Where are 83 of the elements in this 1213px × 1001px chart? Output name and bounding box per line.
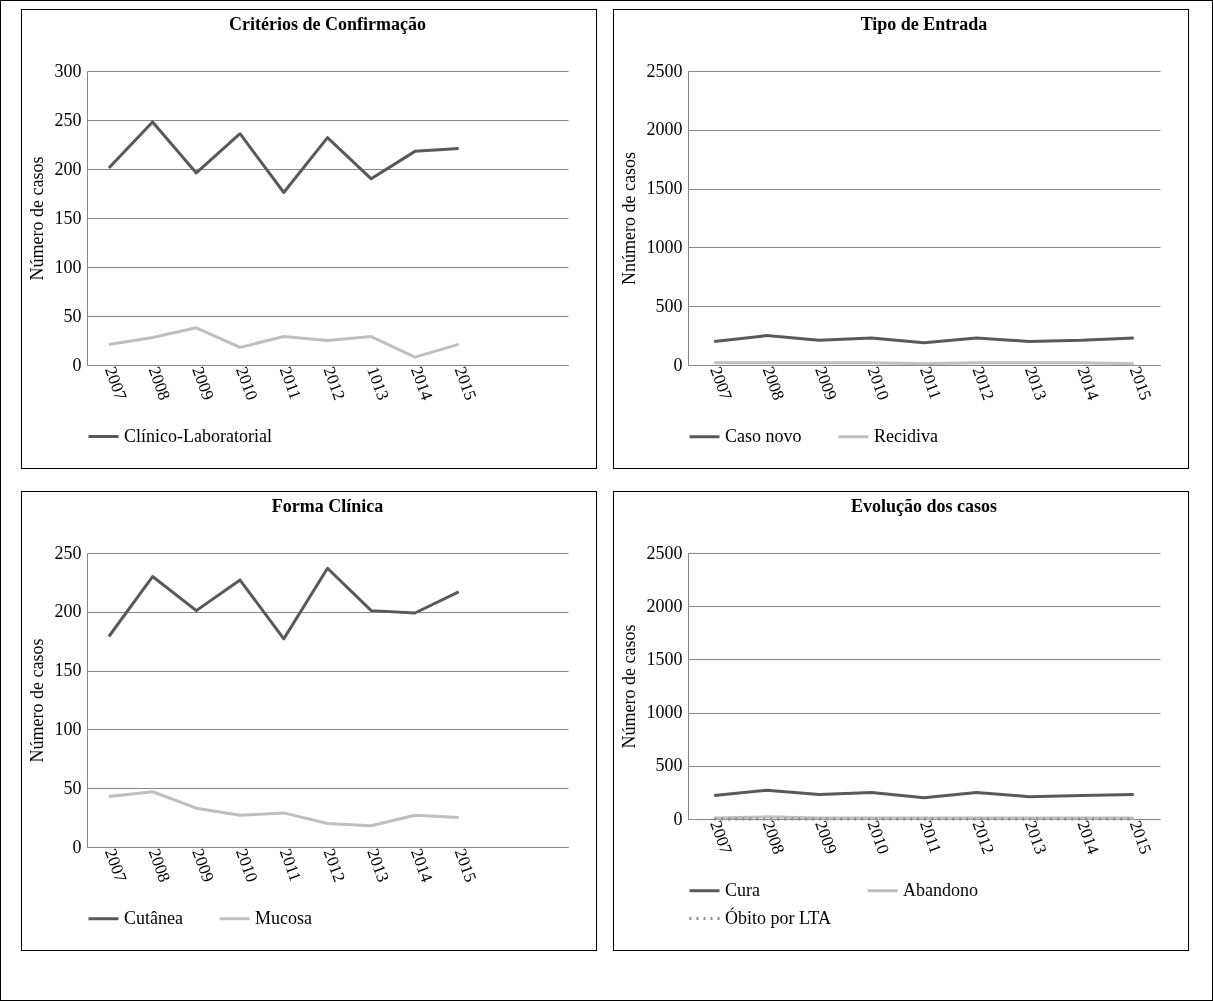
chart-title: Tipo de Entrada	[860, 14, 988, 34]
legend-label: Óbito por LTA	[725, 906, 831, 928]
x-tick-label: 2009	[188, 364, 218, 403]
legend-label: Recidiva	[874, 425, 938, 446]
y-tick-label: 2000	[646, 595, 683, 616]
chart-title: Critérios de Confirmação	[229, 14, 426, 34]
x-tick-label: 2015	[1125, 364, 1156, 403]
x-tick-label: 2014	[1073, 818, 1104, 857]
y-tick-label: 500	[655, 295, 683, 316]
y-tick-label: 1500	[646, 178, 683, 199]
y-tick-label: 200	[54, 601, 82, 622]
x-tick-label: 2015	[450, 364, 481, 403]
x-tick-label: 2012	[968, 818, 998, 857]
y-axis-title: Número de casos	[26, 638, 47, 763]
y-tick-label: 250	[54, 109, 82, 130]
x-tick-label: 2011	[275, 846, 306, 884]
x-tick-label: 2007	[706, 364, 736, 403]
x-tick-label: 2015	[1125, 818, 1156, 857]
x-tick-label: 2008	[144, 846, 175, 885]
y-tick-label: 100	[54, 256, 82, 277]
y-tick-label: 0	[72, 836, 82, 857]
x-tick-label: 2007	[100, 846, 131, 885]
x-tick-label: 2011	[275, 364, 306, 402]
x-tick-label: 2014	[1073, 364, 1104, 403]
chart-title: Evolução dos casos	[850, 496, 998, 516]
y-tick-label: 100	[54, 718, 82, 739]
y-tick-label: 0	[673, 808, 683, 829]
legend-label: Abandono	[903, 879, 978, 900]
legend-label: Cura	[725, 879, 760, 900]
x-tick-label: 2011	[916, 818, 946, 856]
line-series	[107, 790, 461, 828]
y-tick-label: 2500	[646, 542, 683, 563]
x-tick-label: 2009	[811, 364, 841, 403]
chart-title: Forma Clínica	[271, 496, 384, 516]
legend-label: Clínico-Laboratorial	[124, 425, 272, 446]
x-tick-label: 2015	[450, 846, 481, 885]
line-series	[107, 566, 461, 641]
line-series	[107, 326, 461, 359]
legend-label: Caso novo	[725, 425, 802, 446]
y-tick-label: 0	[72, 354, 82, 375]
line-series	[107, 120, 461, 195]
y-tick-label: 50	[63, 777, 82, 798]
y-axis-title: Número de casos	[26, 156, 47, 281]
line-series	[712, 788, 1136, 800]
y-tick-label: 150	[54, 660, 82, 681]
y-tick-label: 500	[655, 755, 683, 776]
x-tick-label: 2009	[188, 846, 218, 885]
y-tick-label: 1500	[646, 648, 683, 669]
legend-label: Cutânea	[124, 907, 183, 928]
y-tick-label: 2000	[646, 119, 683, 140]
x-tick-label: 2013	[1020, 818, 1051, 857]
x-tick-label: 1013	[363, 364, 393, 403]
y-tick-label: 150	[54, 207, 82, 228]
x-tick-label: 2009	[811, 818, 841, 857]
x-tick-label: 2007	[706, 818, 736, 857]
x-tick-label: 2012	[968, 364, 998, 403]
x-tick-label: 2010	[232, 846, 262, 885]
y-tick-label: 2500	[646, 60, 683, 81]
y-tick-label: 1000	[646, 702, 683, 723]
x-tick-label: 2007	[100, 364, 131, 403]
x-tick-label: 2012	[319, 364, 350, 403]
x-tick-label: 2013	[1020, 364, 1051, 403]
y-tick-label: 200	[54, 158, 82, 179]
x-tick-label: 2012	[319, 846, 350, 885]
line-series	[712, 334, 1136, 345]
x-tick-label: 2010	[863, 818, 894, 857]
y-tick-label: 1000	[646, 236, 683, 257]
x-tick-label: 2011	[916, 364, 946, 402]
x-tick-label: 2014	[407, 364, 437, 403]
y-axis-title: Nnúmero de casos	[618, 152, 639, 285]
legend-label: Mucosa	[255, 907, 312, 928]
x-tick-label: 2010	[863, 364, 894, 403]
y-tick-label: 50	[63, 305, 82, 326]
y-tick-label: 0	[673, 354, 683, 375]
x-tick-label: 2008	[758, 364, 789, 403]
y-tick-label: 300	[54, 60, 82, 81]
x-tick-label: 2014	[407, 846, 437, 885]
x-tick-label: 2010	[232, 364, 262, 403]
x-tick-label: 2013	[363, 846, 393, 885]
x-tick-label: 2008	[144, 364, 175, 403]
y-tick-label: 250	[54, 542, 82, 563]
y-axis-title: Número de casos	[618, 624, 639, 749]
x-tick-label: 2008	[758, 818, 789, 857]
